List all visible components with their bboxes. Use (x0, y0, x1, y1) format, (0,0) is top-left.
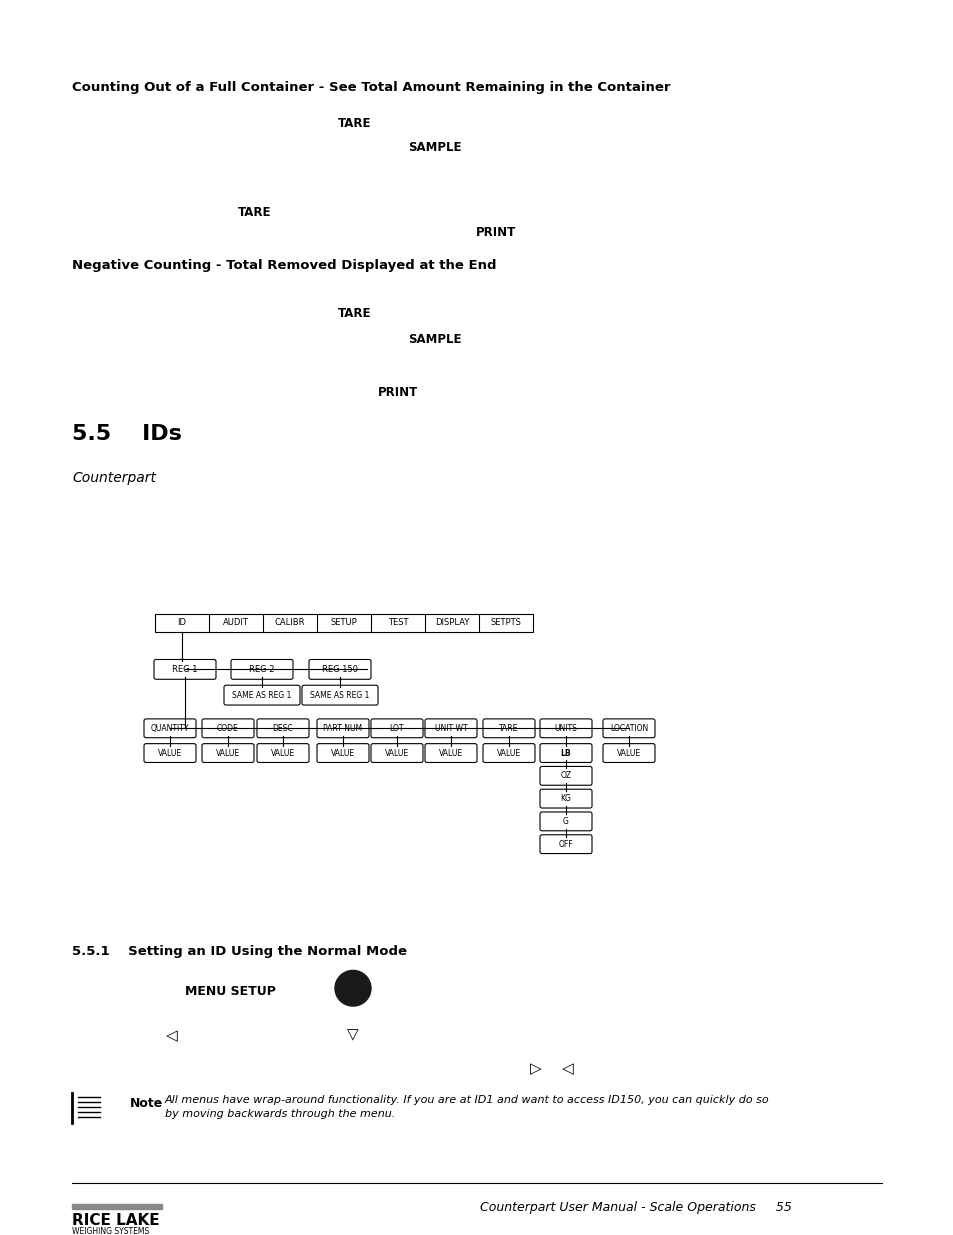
FancyBboxPatch shape (202, 743, 253, 762)
Text: TEST: TEST (387, 619, 408, 627)
FancyBboxPatch shape (316, 743, 369, 762)
Text: SETPTS: SETPTS (490, 619, 521, 627)
Text: SAMPLE: SAMPLE (408, 141, 461, 153)
Text: REG 1: REG 1 (172, 664, 197, 674)
Text: REG 2: REG 2 (249, 664, 274, 674)
Circle shape (335, 971, 371, 1007)
Text: UNIT WT: UNIT WT (435, 724, 467, 732)
Text: LB: LB (560, 748, 571, 757)
FancyBboxPatch shape (602, 719, 655, 737)
FancyBboxPatch shape (144, 743, 195, 762)
Text: VALUE: VALUE (331, 748, 355, 757)
Text: VALUE: VALUE (617, 748, 640, 757)
Text: TARE: TARE (337, 308, 371, 320)
Text: ▽: ▽ (347, 1028, 358, 1042)
Text: ◁: ◁ (561, 1062, 574, 1077)
FancyBboxPatch shape (602, 743, 655, 762)
Text: REG 150: REG 150 (322, 664, 357, 674)
Text: TARE: TARE (237, 206, 272, 219)
Text: Counterpart User Manual - Scale Operations     55: Counterpart User Manual - Scale Operatio… (479, 1202, 791, 1214)
Text: VALUE: VALUE (158, 748, 182, 757)
Text: 5.5    IDs: 5.5 IDs (71, 424, 182, 443)
Text: ◁: ◁ (166, 1028, 177, 1042)
FancyBboxPatch shape (539, 789, 592, 808)
FancyBboxPatch shape (144, 719, 195, 737)
Text: ID: ID (177, 619, 186, 627)
Text: DESC: DESC (273, 724, 293, 732)
FancyBboxPatch shape (224, 685, 299, 705)
FancyBboxPatch shape (309, 659, 371, 679)
Text: UNITS: UNITS (554, 724, 577, 732)
Text: SAMPLE: SAMPLE (408, 332, 461, 346)
Text: Negative Counting - Total Removed Displayed at the End: Negative Counting - Total Removed Displa… (71, 259, 496, 273)
Text: WEIGHING SYSTEMS: WEIGHING SYSTEMS (71, 1226, 149, 1235)
Text: LOT: LOT (390, 724, 404, 732)
Text: PRINT: PRINT (476, 226, 516, 238)
FancyBboxPatch shape (316, 719, 369, 737)
Text: MENU SETUP: MENU SETUP (185, 986, 275, 998)
FancyBboxPatch shape (539, 767, 592, 785)
Text: SAME AS REG 1: SAME AS REG 1 (233, 690, 292, 700)
Text: Counterpart: Counterpart (71, 472, 156, 485)
Text: VALUE: VALUE (215, 748, 240, 757)
Text: 5.5.1    Setting an ID Using the Normal Mode: 5.5.1 Setting an ID Using the Normal Mod… (71, 945, 407, 957)
Text: TARE: TARE (337, 117, 371, 130)
Text: RICE LAKE: RICE LAKE (71, 1213, 159, 1228)
Text: AUDIT: AUDIT (223, 619, 249, 627)
FancyBboxPatch shape (539, 743, 592, 762)
FancyBboxPatch shape (539, 835, 592, 853)
FancyBboxPatch shape (256, 719, 309, 737)
Text: VALUE: VALUE (384, 748, 409, 757)
Text: All menus have wrap-around functionality. If you are at ID1 and want to access I: All menus have wrap-around functionality… (165, 1095, 769, 1119)
Text: OFF: OFF (558, 840, 573, 848)
Text: Counting Out of a Full Container - See Total Amount Remaining in the Container: Counting Out of a Full Container - See T… (71, 82, 670, 94)
Text: CODE: CODE (217, 724, 238, 732)
Text: PART NUM: PART NUM (323, 724, 362, 732)
Text: VALUE: VALUE (271, 748, 294, 757)
Text: Note: Note (130, 1097, 163, 1110)
Text: TARE: TARE (498, 724, 518, 732)
Text: VALUE: VALUE (497, 748, 520, 757)
Text: SAME AS REG 1: SAME AS REG 1 (310, 690, 370, 700)
FancyBboxPatch shape (256, 743, 309, 762)
FancyBboxPatch shape (231, 659, 293, 679)
Bar (154, 614, 533, 632)
Text: KG: KG (560, 794, 571, 803)
FancyBboxPatch shape (371, 719, 422, 737)
Text: DISPLAY: DISPLAY (435, 619, 469, 627)
FancyBboxPatch shape (302, 685, 377, 705)
FancyBboxPatch shape (424, 743, 476, 762)
Bar (71, 1204, 162, 1209)
FancyBboxPatch shape (153, 659, 215, 679)
Text: ▷: ▷ (530, 1062, 541, 1077)
Text: CALIBR: CALIBR (274, 619, 305, 627)
Text: PRINT: PRINT (377, 387, 417, 399)
FancyBboxPatch shape (539, 811, 592, 831)
FancyBboxPatch shape (482, 743, 535, 762)
FancyBboxPatch shape (482, 719, 535, 737)
FancyBboxPatch shape (539, 719, 592, 737)
Text: MENU
SETUP: MENU SETUP (341, 994, 364, 1008)
FancyBboxPatch shape (202, 719, 253, 737)
Text: SETUP: SETUP (331, 619, 357, 627)
Text: LOCATION: LOCATION (609, 724, 647, 732)
Text: VALUE: VALUE (438, 748, 462, 757)
Text: OZ: OZ (559, 772, 571, 781)
FancyBboxPatch shape (424, 719, 476, 737)
Text: G: G (562, 816, 568, 826)
FancyBboxPatch shape (371, 743, 422, 762)
Text: QUANTITY: QUANTITY (151, 724, 189, 732)
